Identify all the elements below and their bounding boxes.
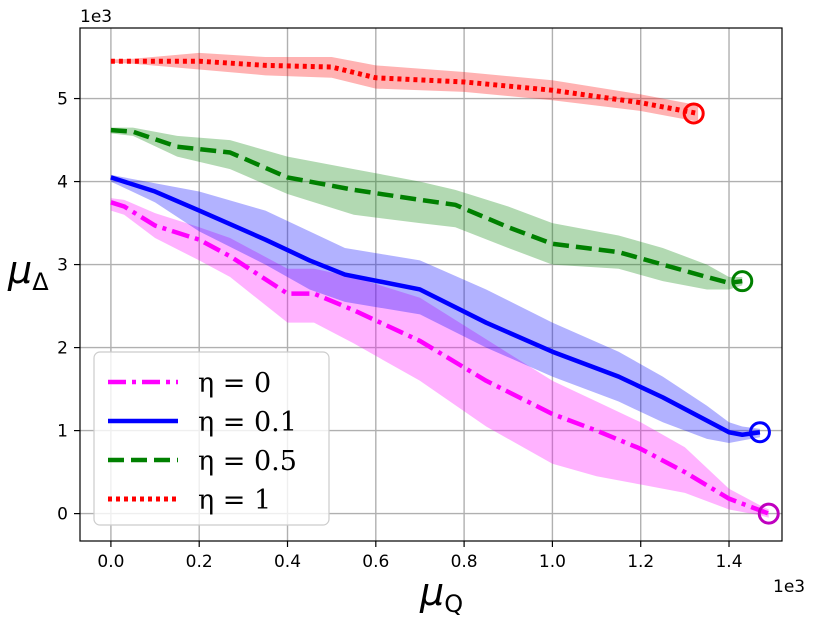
y-tick-label: 1 [57, 422, 68, 442]
band-series-0 [110, 198, 769, 518]
legend-label-3: η = 1 [198, 485, 271, 516]
x-tick-label: 0.6 [362, 552, 389, 572]
line-series-1 [110, 175, 761, 437]
x-axis-label: μQ [419, 570, 463, 618]
band-series-3 [110, 52, 699, 122]
legend-box [93, 351, 330, 526]
line-series-3 [110, 58, 699, 116]
series-endpoints [682, 102, 780, 525]
legend-label-0: η = 0 [198, 368, 271, 399]
y-scale-label: 1e3 [80, 7, 112, 27]
y-tick-label: 5 [57, 90, 68, 110]
y-tick-label: 0 [57, 505, 68, 525]
endpoint-marker-1 [748, 421, 771, 444]
y-axis-label-main: μ [7, 248, 32, 292]
y-tick-label: 4 [57, 173, 68, 193]
axis-ticks: 0.0 0.2 0.4 0.6 0.8 1.0 1.2 1.4 0 1 2 3 4 5 [57, 90, 742, 572]
x-tick-label: 0.4 [274, 552, 301, 572]
x-tick-label: 1.2 [627, 552, 654, 572]
y-axis-label: μΔ [7, 248, 49, 296]
legend-label-2: η = 0.5 [198, 446, 297, 477]
series-lines [110, 58, 770, 516]
y-tick-label: 2 [57, 339, 68, 359]
x-axis-label-main: μ [419, 570, 444, 614]
x-tick-label: 1.0 [539, 552, 566, 572]
plot-frame [79, 27, 783, 542]
x-axis-label-sub: Q [444, 590, 463, 618]
x-tick-label: 0.0 [97, 552, 124, 572]
y-tick-label: 3 [57, 256, 68, 276]
y-axis-label-sub: Δ [32, 268, 49, 296]
legend-label-1: η = 0.1 [198, 407, 297, 438]
endpoint-marker-3 [682, 102, 705, 125]
line-series-0 [110, 200, 770, 516]
line-series-2 [110, 127, 743, 286]
endpoint-marker-0 [757, 502, 780, 525]
x-tick-label: 0.2 [186, 552, 213, 572]
grid-lines [80, 28, 782, 541]
legend: η = 0 η = 0.1 η = 0.5 η = 1 [93, 351, 330, 526]
x-tick-label: 1.4 [715, 552, 742, 572]
endpoint-marker-2 [731, 270, 754, 293]
x-scale-label: 1e3 [773, 577, 805, 597]
x-tick-label: 0.8 [451, 552, 478, 572]
